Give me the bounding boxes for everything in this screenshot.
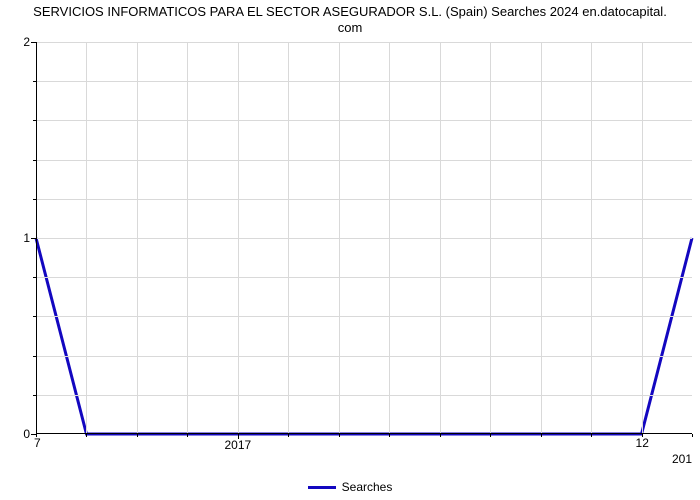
x-minor-tick [389,434,390,437]
x-minor-tick [288,434,289,437]
grid-line-h [36,316,692,317]
y-minor-tick [33,160,36,161]
x-edge-label-left: 7 [34,436,41,450]
y-tick-label: 1 [23,231,30,245]
grid-line-h [36,199,692,200]
chart-title-line2: com [338,20,363,35]
grid-line-h [36,395,692,396]
x-tick-label: 2017 [224,438,251,452]
grid-line-v [490,42,491,434]
y-minor-tick [33,199,36,200]
grid-line-v [137,42,138,434]
grid-line-v [642,42,643,434]
grid-line-v [541,42,542,434]
y-minor-tick [33,316,36,317]
x-minor-tick [137,434,138,437]
y-tick-label: 2 [23,35,30,49]
grid-line-v [86,42,87,434]
plot-area: 0122017712201 [36,42,692,434]
legend-swatch [308,486,336,489]
grid-line-v [591,42,592,434]
grid-line-h [36,42,692,43]
x-minor-tick [591,434,592,437]
grid-line-h [36,160,692,161]
grid-line-h [36,356,692,357]
x-minor-tick [187,434,188,437]
chart-title-line1: SERVICIOS INFORMATICOS PARA EL SECTOR AS… [33,4,667,19]
y-minor-tick [33,277,36,278]
x-minor-tick [440,434,441,437]
y-minor-tick [33,356,36,357]
x-edge-label-right: 12 [636,436,649,450]
grid-line-v [389,42,390,434]
y-minor-tick [33,120,36,121]
y-tick [31,238,36,239]
x-minor-tick [86,434,87,437]
grid-line-v [238,42,239,434]
legend-label: Searches [342,480,393,494]
grid-line-h [36,277,692,278]
x-axis [36,433,692,434]
grid-line-h [36,120,692,121]
y-minor-tick [33,81,36,82]
grid-line-v [339,42,340,434]
y-tick [31,42,36,43]
legend: Searches [0,480,700,494]
grid-line-v [288,42,289,434]
y-tick-label: 0 [23,427,30,441]
chart-title: SERVICIOS INFORMATICOS PARA EL SECTOR AS… [0,4,700,36]
x-extra-label-right: 201 [672,452,692,466]
x-minor-tick [692,434,693,437]
y-axis [36,42,37,434]
x-minor-tick [339,434,340,437]
series-line [36,238,692,434]
x-minor-tick [490,434,491,437]
grid-line-h [36,81,692,82]
x-minor-tick [541,434,542,437]
grid-line-v [440,42,441,434]
y-minor-tick [33,395,36,396]
grid-line-h [36,238,692,239]
grid-line-v [187,42,188,434]
